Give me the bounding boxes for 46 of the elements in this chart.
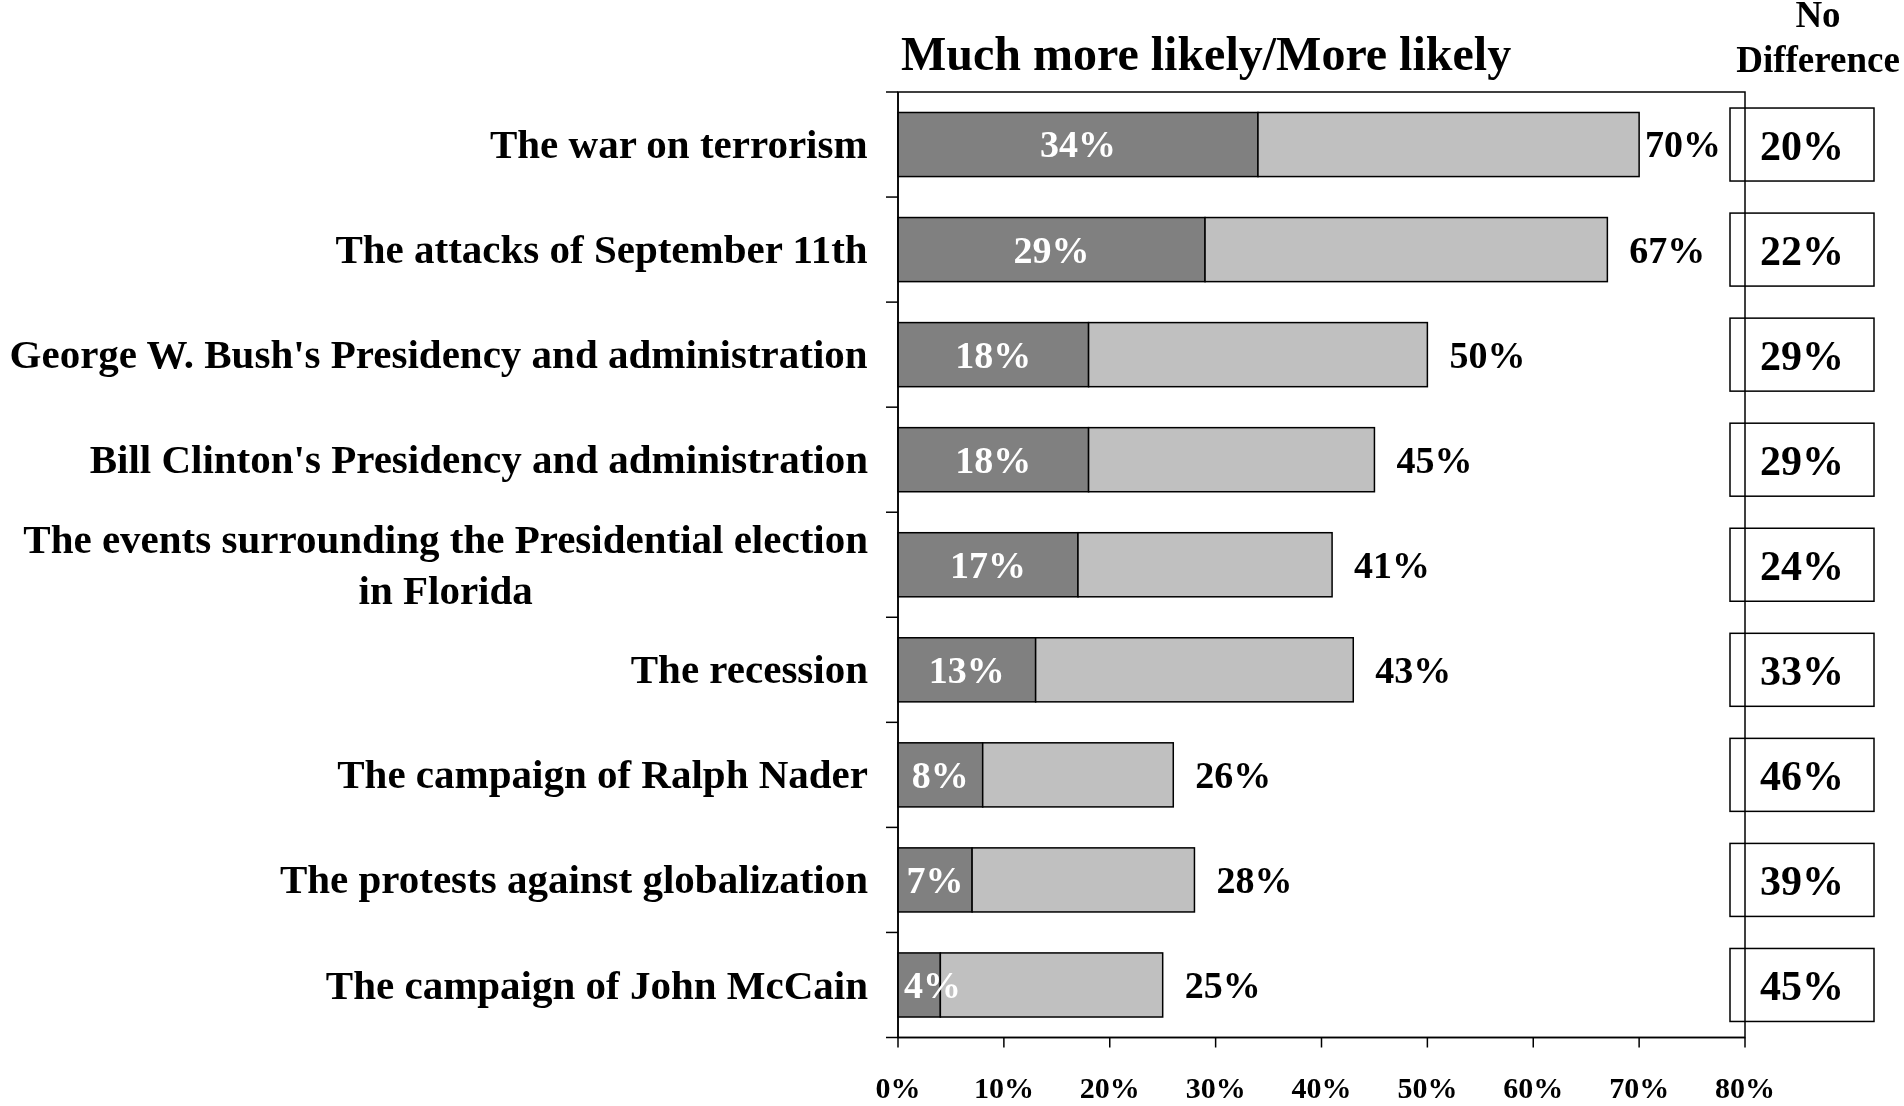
x-tick-label: 50% xyxy=(1397,1071,1458,1104)
data-label: 7% xyxy=(906,858,964,901)
data-label: 18% xyxy=(955,438,1032,481)
y-tick-label: The events surrounding the Presidential election in Florida xyxy=(23,515,869,613)
data-label: 22% xyxy=(1760,227,1844,274)
x-tick-label: 20% xyxy=(1079,1071,1140,1104)
x-tick-label: 30% xyxy=(1185,1071,1246,1104)
y-tick-label: The war on terrorism xyxy=(489,121,868,168)
total-label: 50% xyxy=(1449,333,1526,376)
data-label: 8% xyxy=(911,753,969,796)
y-tick-label: The campaign of John McCain xyxy=(325,961,869,1008)
total-label: 70% xyxy=(1645,123,1721,166)
total-label: 45% xyxy=(1396,438,1473,481)
total-label: 28% xyxy=(1216,858,1293,901)
y-tick-label: The campaign of Ralph Nader xyxy=(337,751,868,798)
total-label: 26% xyxy=(1195,753,1272,796)
x-tick-label: 0% xyxy=(875,1071,921,1104)
total-label: 25% xyxy=(1184,963,1261,1006)
data-label: 29% xyxy=(1760,437,1844,484)
data-label: 33% xyxy=(1760,647,1844,694)
data-label: 24% xyxy=(1760,542,1844,589)
data-label: 29% xyxy=(1013,228,1090,271)
y-tick-label: The protests against globalization xyxy=(279,856,869,903)
data-label: 13% xyxy=(928,648,1005,691)
x-tick-label: 70% xyxy=(1609,1071,1670,1104)
total-label: 41% xyxy=(1354,543,1431,586)
total-label: 43% xyxy=(1375,648,1452,691)
y-tick-label: The recession xyxy=(630,646,869,693)
text: No Difference xyxy=(1736,0,1900,80)
data-label: 18% xyxy=(955,333,1032,376)
data-label: 29% xyxy=(1760,332,1844,379)
data-label: 46% xyxy=(1760,752,1844,799)
data-label: 17% xyxy=(949,543,1026,586)
x-tick-label: 10% xyxy=(973,1071,1034,1104)
x-tick-label: 80% xyxy=(1715,1071,1775,1104)
y-tick-label: George W. Bush's Presidency and administration xyxy=(9,331,868,378)
chart-title: Much more likely/More likely xyxy=(901,27,1512,80)
total-label: 67% xyxy=(1629,228,1706,271)
x-tick-label: 40% xyxy=(1291,1071,1352,1104)
y-tick-label: The attacks of September 11th xyxy=(335,226,868,273)
y-tick-label: Bill Clinton's Presidency and administration xyxy=(89,436,869,483)
data-label: 39% xyxy=(1760,858,1844,905)
x-tick-label: 60% xyxy=(1503,1071,1564,1104)
data-label: 45% xyxy=(1760,963,1844,1010)
data-label: 20% xyxy=(1760,122,1844,169)
data-label: 34% xyxy=(1039,123,1116,166)
